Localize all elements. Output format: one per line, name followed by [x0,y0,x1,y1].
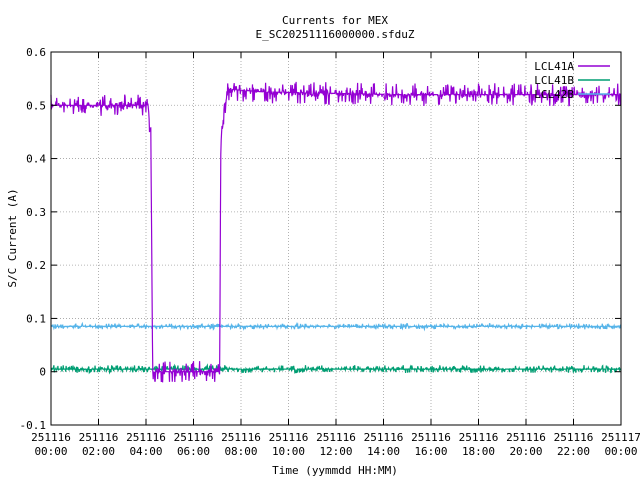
chart-title: Currents for MEX [282,14,388,27]
y-tick-label: -0.1 [20,419,47,432]
y-tick-label: 0.1 [26,312,46,325]
chart-subtitle: E_SC20251116000000.sfduZ [256,28,415,41]
legend-label-lcl41a: LCL41A [534,60,574,73]
y-axis-label: S/C Current (A) [6,188,19,287]
x-tick-label-date: 251116 [221,431,261,444]
y-tick-label: 0.5 [26,99,46,112]
y-tick-label: 0.6 [26,46,46,59]
x-tick-label-time: 00:00 [34,445,67,458]
x-tick-label-date: 251116 [316,431,356,444]
x-tick-label-time: 22:00 [557,445,590,458]
grid [51,52,621,425]
x-tick-label-date: 251116 [126,431,166,444]
x-tick-label-time: 12:00 [319,445,352,458]
x-tick-label-time: 16:00 [414,445,447,458]
x-axis-label: Time (yymmdd HH:MM) [272,464,398,477]
y-tick-label: 0.4 [26,153,46,166]
x-tick-label-date: 251116 [506,431,546,444]
x-tick-label-time: 08:00 [224,445,257,458]
x-tick-label-date: 251116 [554,431,594,444]
x-tick-label-time: 14:00 [367,445,400,458]
series-line-lcl41a [50,81,622,383]
x-tick-label-time: 06:00 [177,445,210,458]
x-tick-label-time: 04:00 [129,445,162,458]
x-tick-label-date: 251116 [459,431,499,444]
x-tick-label-time: 18:00 [462,445,495,458]
x-tick-label-date: 251117 [601,431,640,444]
x-tick-label-time: 20:00 [509,445,542,458]
x-tick-label-date: 251116 [411,431,451,444]
series-layer [50,81,622,383]
y-tick-label: 0 [39,366,46,379]
y-tick-label: 0.3 [26,206,46,219]
legend-label-lcl41b: LCL41B [534,74,574,87]
x-tick-label-time: 10:00 [272,445,305,458]
legend-label-lcl42b: LCL42B [534,88,574,101]
series-line-lcl42b [50,321,622,332]
series-line-lcl41b [50,363,622,375]
x-tick-label-time: 00:00 [604,445,637,458]
x-tick-label-time: 02:00 [82,445,115,458]
y-tick-label: 0.2 [26,259,46,272]
axis-ticks: 0.60.50.40.30.20.10-0.125111600:00251116… [20,46,640,458]
x-tick-label-date: 251116 [79,431,119,444]
x-tick-label-date: 251116 [31,431,71,444]
x-tick-label-date: 251116 [364,431,404,444]
x-tick-label-date: 251116 [174,431,214,444]
x-tick-label-date: 251116 [269,431,309,444]
